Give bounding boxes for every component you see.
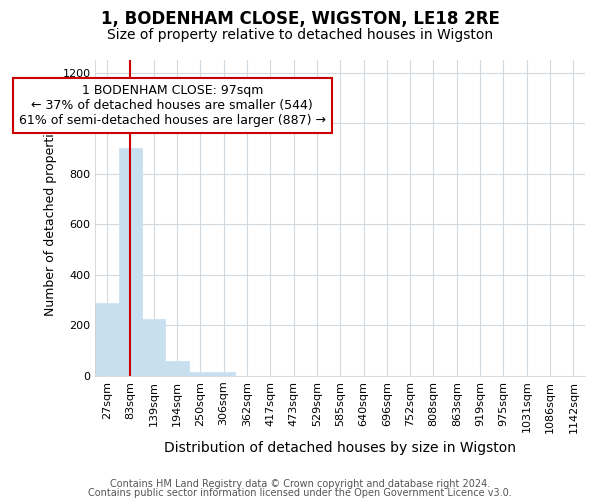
Text: Contains public sector information licensed under the Open Government Licence v3: Contains public sector information licen…	[88, 488, 512, 498]
Text: 1 BODENHAM CLOSE: 97sqm
← 37% of detached houses are smaller (544)
61% of semi-d: 1 BODENHAM CLOSE: 97sqm ← 37% of detache…	[19, 84, 326, 127]
Text: Contains HM Land Registry data © Crown copyright and database right 2024.: Contains HM Land Registry data © Crown c…	[110, 479, 490, 489]
Bar	[188, 372, 212, 376]
Bar	[119, 148, 142, 376]
Bar	[212, 372, 235, 376]
Bar	[95, 302, 119, 376]
Bar	[166, 360, 188, 376]
Text: 1, BODENHAM CLOSE, WIGSTON, LE18 2RE: 1, BODENHAM CLOSE, WIGSTON, LE18 2RE	[101, 10, 499, 28]
Bar	[142, 319, 166, 376]
Y-axis label: Number of detached properties: Number of detached properties	[44, 120, 57, 316]
Text: Size of property relative to detached houses in Wigston: Size of property relative to detached ho…	[107, 28, 493, 42]
X-axis label: Distribution of detached houses by size in Wigston: Distribution of detached houses by size …	[164, 441, 516, 455]
